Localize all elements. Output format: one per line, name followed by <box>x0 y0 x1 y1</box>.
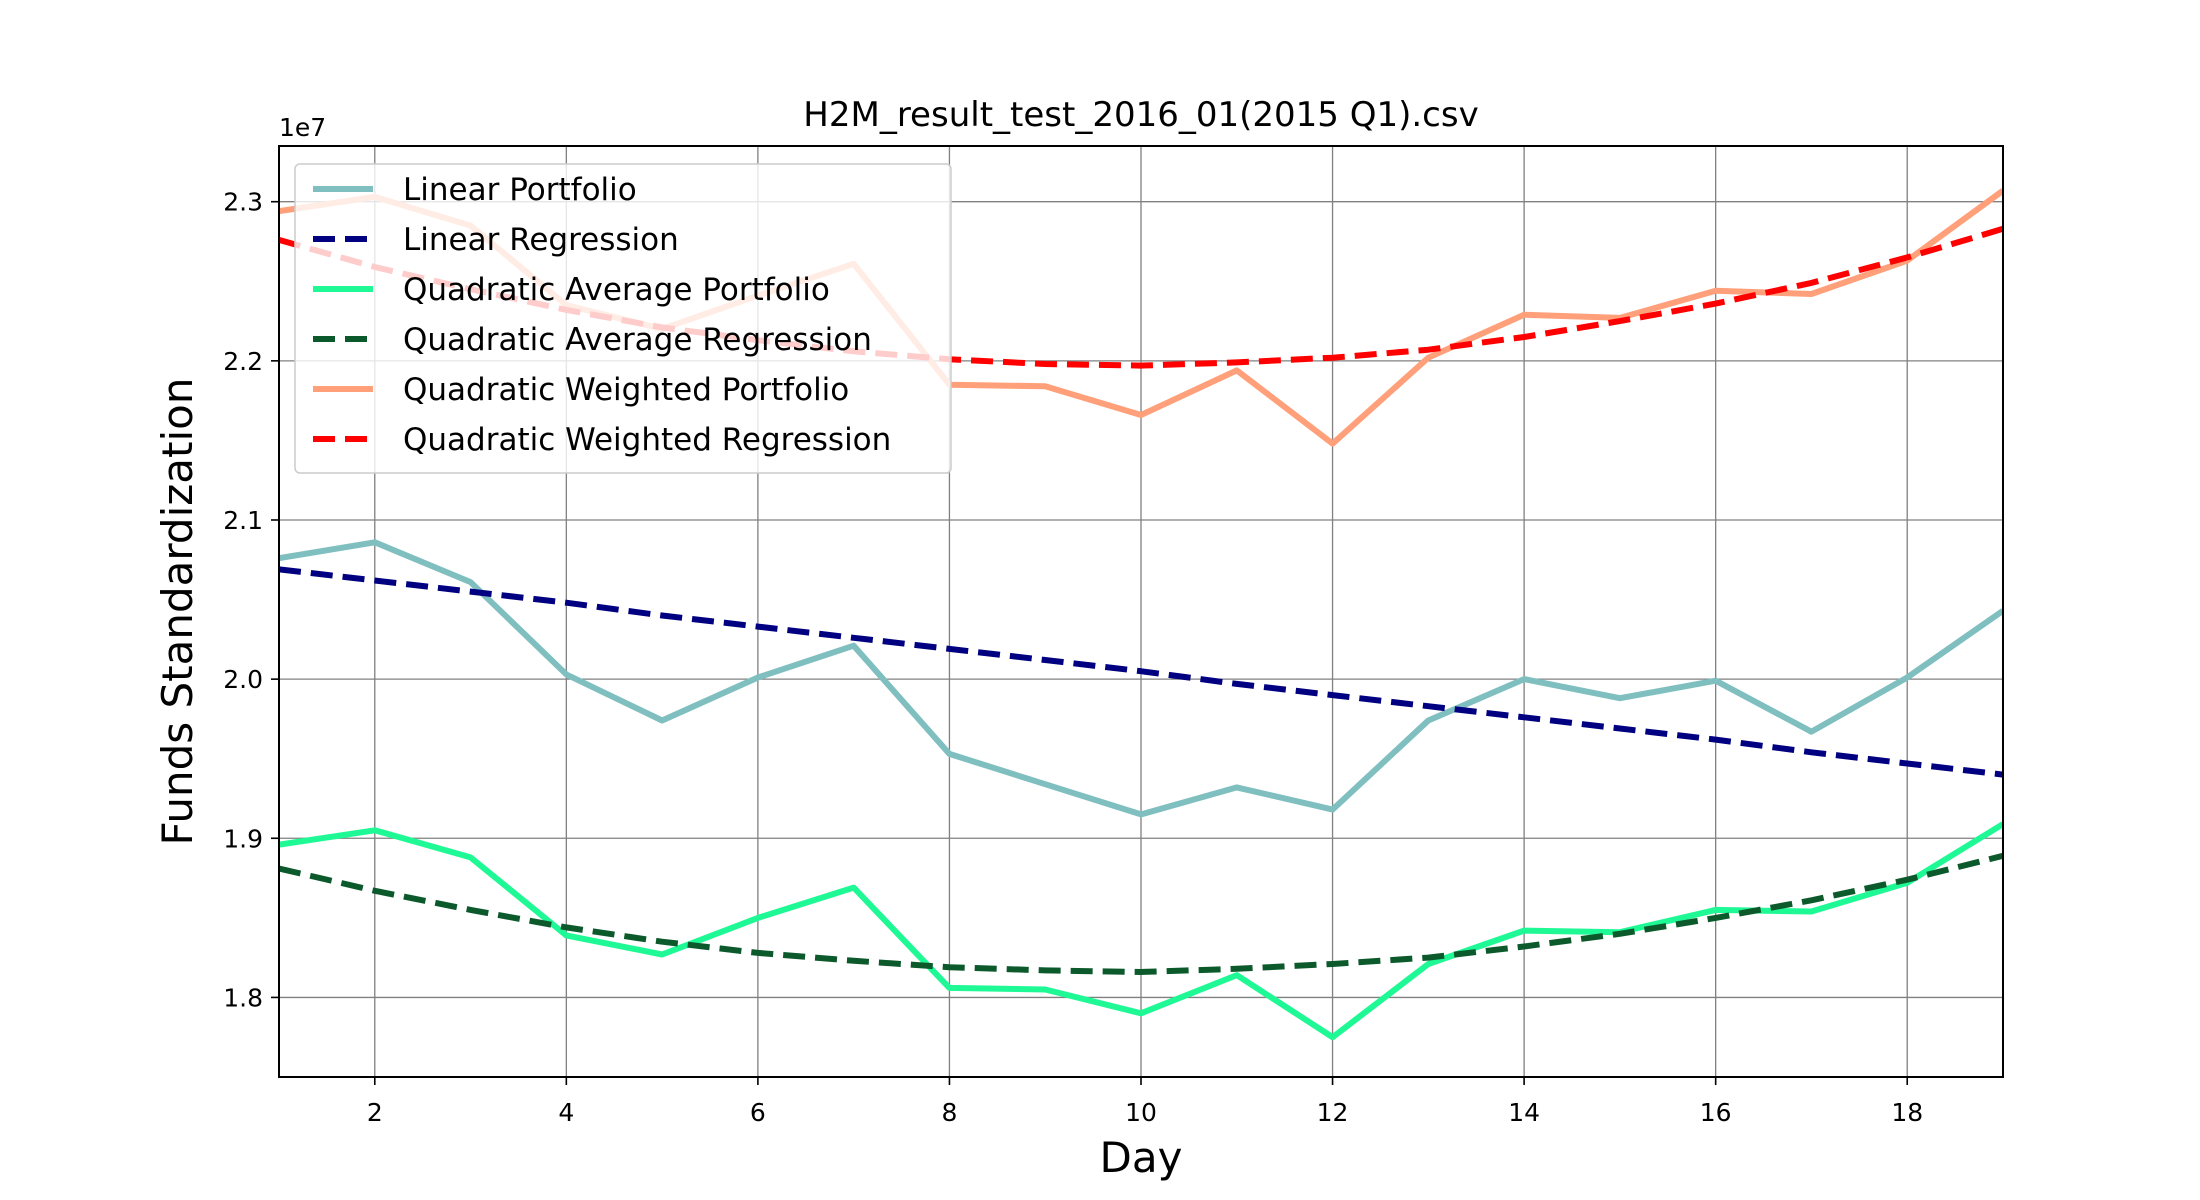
legend-label: Quadratic Weighted Regression <box>403 422 891 458</box>
y-axis: 1.8 1.9 2.0 2.1 2.2 2.3 <box>223 188 279 1012</box>
x-tick-label: 18 <box>1891 1098 1923 1127</box>
y-axis-label: Funds Standardization <box>153 378 202 846</box>
x-tick-label: 8 <box>941 1098 957 1127</box>
x-tick-label: 10 <box>1125 1098 1157 1127</box>
y-tick-label: 1.8 <box>223 983 263 1012</box>
legend-label: Linear Portfolio <box>403 172 637 208</box>
x-axis-label: Day <box>1100 1133 1183 1182</box>
x-tick-label: 16 <box>1700 1098 1732 1127</box>
y-tick-label: 1.9 <box>223 824 263 853</box>
grid <box>279 146 2003 1077</box>
legend-label: Quadratic Average Portfolio <box>403 272 830 308</box>
y-tick-label: 2.0 <box>223 665 263 694</box>
legend-label: Quadratic Weighted Portfolio <box>403 372 849 408</box>
legend-label: Quadratic Average Regression <box>403 322 872 358</box>
legend: Linear Portfolio Linear Regression Quadrat… <box>294 163 952 474</box>
y-tick-label: 2.1 <box>223 506 263 535</box>
x-tick-label: 4 <box>558 1098 574 1127</box>
x-tick-label: 6 <box>750 1098 766 1127</box>
legend-label: Linear Regression <box>403 222 679 258</box>
y-axis-offset-label: 1e7 <box>279 113 326 142</box>
series-line-linear-portfolio <box>279 539 2003 818</box>
series-line-quadratic-average-portfolio <box>279 821 2003 1041</box>
x-axis: 2 4 6 8 10 12 14 16 18 <box>367 1077 1923 1127</box>
chart-title: H2M_result_test_2016_01(2015 Q1).csv <box>803 95 1478 135</box>
series-line-linear-regression <box>279 566 2003 778</box>
x-tick-label: 14 <box>1508 1098 1540 1127</box>
y-tick-label: 2.2 <box>223 347 263 376</box>
x-tick-label: 12 <box>1317 1098 1349 1127</box>
series-line-quadratic-average-regression <box>279 852 2003 975</box>
legend-box <box>294 163 952 474</box>
x-tick-label: 2 <box>367 1098 383 1127</box>
y-tick-label: 2.3 <box>223 188 263 217</box>
